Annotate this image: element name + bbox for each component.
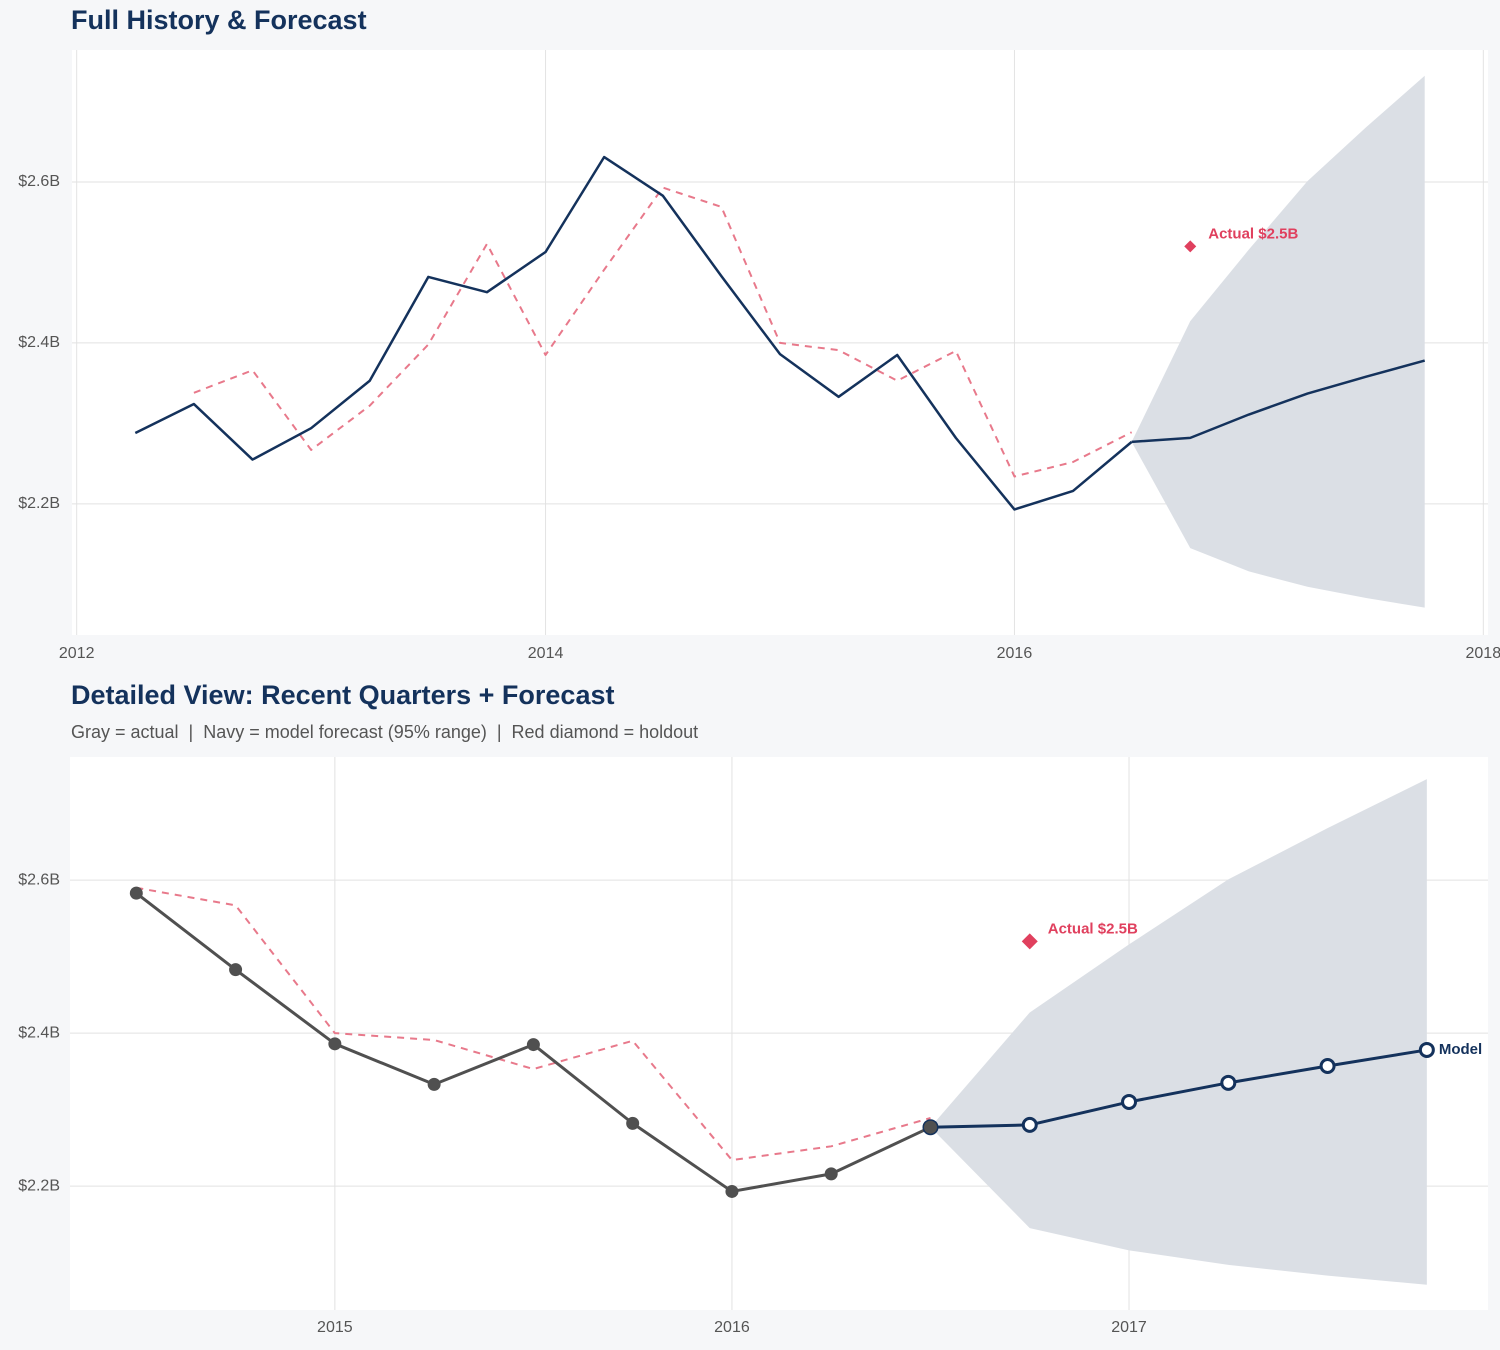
- series-marker: [1021, 1116, 1038, 1133]
- forecast-band: [1131, 75, 1425, 608]
- x-tick-label: 2016: [714, 1319, 750, 1336]
- x-tick-label: 2016: [997, 645, 1033, 662]
- forecast-band: [930, 779, 1427, 1285]
- x-tick-label: 2017: [1111, 1319, 1147, 1336]
- series-marker: [1220, 1074, 1237, 1091]
- chart-title: Detailed View: Recent Quarters + Forecas…: [71, 680, 614, 710]
- y-tick-label: $2.4B: [18, 334, 60, 351]
- x-tick-label: 2014: [528, 645, 564, 662]
- y-tick-label: $2.4B: [18, 1024, 60, 1041]
- series-marker: [1418, 1041, 1435, 1058]
- series-line: [1131, 359, 1426, 444]
- x-tick-label: 2012: [59, 645, 95, 662]
- series-marker: [1319, 1058, 1336, 1075]
- holdout-label: Actual $2.5B: [1048, 920, 1138, 937]
- series-marker: [427, 1077, 441, 1091]
- series-marker: [824, 1167, 838, 1181]
- series-marker: [328, 1037, 342, 1051]
- series-marker: [526, 1038, 540, 1052]
- holdout-label: Actual $2.5B: [1208, 225, 1298, 242]
- chart-title: Full History & Forecast: [71, 5, 367, 35]
- series-marker: [626, 1116, 640, 1130]
- series-marker: [923, 1120, 937, 1134]
- chart-subtitle: Gray = actual | Navy = model forecast (9…: [71, 722, 698, 742]
- y-tick-label: $2.6B: [18, 173, 60, 190]
- holdout-marker: [1021, 933, 1038, 950]
- series-end-label: Model: [1439, 1041, 1482, 1058]
- series-line: [193, 186, 1133, 478]
- series-marker: [229, 963, 243, 977]
- x-tick-label: 2018: [1466, 645, 1500, 662]
- series-marker: [129, 886, 143, 900]
- x-tick-label: 2015: [317, 1319, 353, 1336]
- series-line: [134, 155, 1133, 511]
- holdout-marker: [1184, 240, 1197, 253]
- series-line: [930, 1048, 1428, 1129]
- y-tick-label: $2.6B: [18, 871, 60, 888]
- series-marker: [725, 1184, 739, 1198]
- y-tick-label: $2.2B: [18, 1177, 60, 1194]
- series-marker: [1121, 1093, 1138, 1110]
- y-tick-label: $2.2B: [18, 495, 60, 512]
